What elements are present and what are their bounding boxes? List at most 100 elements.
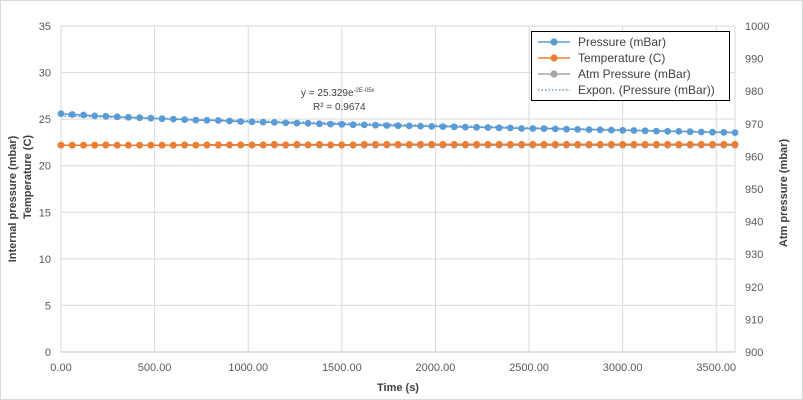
data-point (585, 126, 593, 133)
data-point (394, 140, 402, 148)
data-point (383, 122, 391, 129)
data-point (338, 120, 346, 128)
data-point (551, 125, 559, 133)
data-point (630, 140, 638, 148)
data-point (574, 125, 582, 133)
right-y-axis-title: Atm pressure (mbar) (778, 139, 790, 248)
x-tick-label: 3000.00 (603, 362, 643, 374)
data-point (349, 121, 357, 129)
data-point (664, 140, 671, 148)
data-point (192, 141, 200, 149)
left-y-tick-label: 35 (39, 21, 51, 33)
data-point (450, 140, 458, 148)
data-point (574, 140, 582, 148)
data-point (709, 128, 716, 136)
data-point (203, 116, 211, 124)
x-tick-label: 2500.00 (509, 362, 549, 374)
data-point (686, 140, 694, 148)
x-tick-label: 1500.00 (322, 362, 362, 374)
right-y-tick-label: 990 (745, 54, 763, 66)
right-y-tick-label: 910 (745, 314, 763, 326)
legend-label-temperature: Temperature (C) (578, 51, 666, 65)
x-tick-label: 0.00 (50, 362, 71, 374)
legend-marker-atm-pressure (538, 70, 570, 78)
data-point (428, 123, 436, 130)
data-point (237, 118, 245, 125)
data-point (124, 141, 132, 149)
data-point (91, 141, 99, 149)
legend-marker-temperature (538, 54, 570, 62)
data-point (304, 141, 312, 149)
data-point (596, 140, 604, 148)
right-y-tick-label: 1000 (745, 21, 769, 33)
legend-marker-pressure (538, 38, 570, 46)
data-point (147, 141, 155, 149)
data-point (619, 126, 627, 134)
data-point (136, 114, 144, 122)
data-point (271, 119, 278, 126)
data-point (80, 111, 87, 119)
right-y-tick-label: 920 (745, 282, 763, 294)
data-point (585, 140, 593, 148)
x-tick-labels: 0.00 500.00 1000.00 1500.00 2000.00 2500.00 30… (50, 362, 736, 374)
data-point (630, 127, 638, 134)
data-point (462, 140, 469, 148)
data-point (372, 140, 379, 148)
right-y-tick-labels: 900 910 920 930 940 950 960 970 980 990 1000 (745, 21, 769, 359)
data-point (248, 141, 256, 149)
x-axis-title: Time (s) (377, 382, 419, 394)
left-y-tick-label: 0 (45, 347, 51, 359)
left-y-tick-label: 30 (39, 68, 51, 80)
trendline-equation: y = 25.329e-2E-05x (301, 88, 375, 99)
data-point (169, 141, 177, 149)
data-point (518, 125, 525, 132)
legend-label-atm-pressure: Atm Pressure (mBar) (578, 67, 691, 81)
data-point (91, 112, 99, 120)
left-y-tick-label: 25 (39, 114, 51, 126)
data-point (653, 127, 660, 135)
data-point (518, 140, 525, 148)
data-point (697, 128, 705, 136)
data-point (80, 141, 87, 149)
data-point (372, 121, 379, 129)
data-point (158, 141, 166, 149)
data-point (495, 140, 503, 148)
data-point (484, 140, 492, 148)
right-y-tick-label: 930 (745, 249, 763, 261)
data-point (316, 120, 323, 128)
right-y-tick-label: 970 (745, 119, 763, 131)
data-point (506, 140, 514, 148)
data-point (462, 123, 469, 131)
data-point (226, 141, 233, 149)
data-point (360, 140, 368, 148)
left-y-tick-labels: 0 5 10 15 20 25 30 35 (39, 21, 51, 359)
data-point (529, 140, 537, 148)
data-point (259, 118, 267, 126)
data-point (495, 124, 503, 132)
data-point (484, 124, 492, 131)
data-point (147, 114, 155, 122)
data-point (282, 119, 290, 127)
data-point (304, 119, 312, 127)
trendline-equation-exponent: -2E-05x (354, 88, 375, 94)
legend-label-trendline: Expon. (Pressure (mBar)) (578, 83, 715, 97)
x-tick-label: 500.00 (138, 362, 172, 374)
data-point (293, 119, 301, 127)
data-point (563, 125, 570, 133)
data-point (192, 116, 200, 124)
data-point (102, 112, 110, 120)
data-point (563, 140, 570, 148)
data-point (619, 140, 627, 148)
data-point (417, 122, 424, 130)
right-y-tick-label: 950 (745, 184, 763, 196)
data-point (394, 122, 402, 130)
data-point (641, 127, 649, 135)
data-point (237, 141, 245, 149)
data-point (731, 140, 739, 148)
data-point (506, 124, 514, 132)
data-point (709, 140, 716, 148)
x-tick-label: 1000.00 (228, 362, 268, 374)
series-0 (57, 110, 739, 137)
data-point (686, 128, 694, 136)
